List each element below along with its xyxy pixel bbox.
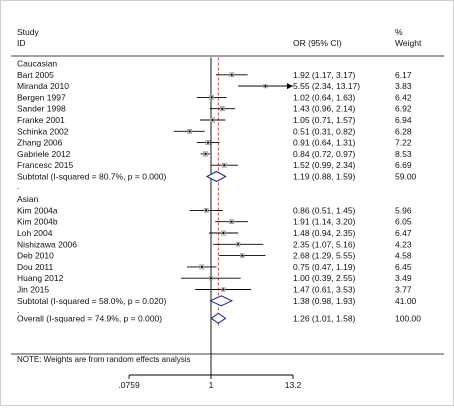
point-estimate	[222, 231, 225, 235]
point-estimate	[230, 220, 233, 223]
point-estimate	[222, 288, 225, 291]
study-weight: 4.23	[395, 239, 412, 249]
study-weight: 6.94	[395, 115, 412, 125]
overall-weight: 100.00	[395, 313, 421, 323]
study-weight: 6.17	[395, 70, 412, 80]
study-label: Sander 1998	[17, 104, 66, 114]
study-weight: 5.96	[395, 205, 412, 215]
overall-diamond	[210, 312, 227, 324]
subtotal-weight: 59.00	[395, 172, 417, 182]
point-estimate	[237, 243, 240, 246]
spacer-dot: .	[17, 305, 19, 315]
study-label: Nishizawa 2006	[17, 239, 77, 249]
subtotal-or-ci: 1.19 (0.88, 1.59)	[293, 172, 356, 182]
study-or-ci: 1.91 (1.14, 3.20)	[293, 217, 356, 227]
point-estimate	[204, 152, 207, 155]
study-or-ci: 1.43 (0.96, 2.14)	[293, 104, 356, 114]
study-weight: 6.05	[395, 217, 412, 227]
spacer-dot: .	[17, 181, 19, 191]
study-weight: 6.45	[395, 262, 412, 272]
subtotal-diamond	[205, 170, 227, 183]
study-weight: 3.49	[395, 273, 412, 283]
subtotal-or-ci: 1.38 (0.98, 1.93)	[293, 296, 356, 306]
point-estimate	[210, 96, 213, 99]
study-or-ci: 1.47 (0.61, 3.53)	[293, 285, 356, 295]
point-estimate	[188, 130, 191, 133]
study-label: Dou 2011	[17, 262, 54, 272]
point-estimate	[230, 73, 233, 76]
study-label: Schinka 2002	[17, 126, 69, 136]
study-label: Zhang 2006	[17, 138, 63, 148]
study-or-ci: 0.75 (0.47, 1.19)	[293, 262, 356, 272]
x-tick-label: 1	[209, 380, 214, 390]
study-or-ci: 1.05 (0.71, 1.57)	[293, 115, 356, 125]
point-estimate	[223, 164, 226, 167]
study-or-ci: 1.52 (0.99, 2.34)	[293, 160, 356, 170]
study-weight: 6.92	[395, 104, 412, 114]
study-or-ci: 0.86 (0.51, 1.45)	[293, 205, 356, 215]
study-label: Franke 2001	[17, 115, 65, 125]
study-label: Kim 2004b	[17, 217, 58, 227]
point-estimate	[206, 141, 210, 144]
study-weight: 8.53	[395, 149, 412, 159]
study-label: Deb 2010	[17, 251, 54, 261]
header-percent: %	[395, 27, 403, 37]
subtotal-diamond	[209, 295, 234, 307]
study-weight: 6.28	[395, 126, 412, 136]
study-or-ci: 1.48 (0.94, 2.35)	[293, 228, 356, 238]
study-or-ci: 1.02 (0.64, 1.63)	[293, 92, 356, 102]
study-weight: 3.77	[395, 285, 412, 295]
study-weight: 7.22	[395, 138, 412, 148]
subtotal-weight: 41.00	[395, 296, 417, 306]
study-or-ci: 0.84 (0.72, 0.97)	[293, 149, 356, 159]
point-estimate	[211, 118, 214, 122]
study-or-ci: 2.68 (1.29, 5.55)	[293, 251, 356, 261]
header-weight: Weight	[395, 38, 422, 48]
header-or-ci: OR (95% CI)	[293, 38, 342, 48]
point-estimate	[264, 85, 267, 88]
point-estimate	[200, 265, 203, 268]
header-id: ID	[17, 38, 26, 48]
point-estimate	[241, 254, 244, 257]
subgroup-label: Asian	[17, 194, 39, 204]
overall-or-ci: 1.26 (1.01, 1.58)	[293, 313, 356, 323]
study-or-ci: 1.00 (0.39, 2.55)	[293, 273, 356, 283]
study-label: Jin 2015	[17, 285, 49, 295]
weights-note: NOTE: Weights are from random effects an…	[17, 355, 191, 364]
subtotal-label: Subtotal (I-squared = 80.7%, p = 0.000)	[17, 172, 166, 182]
point-estimate	[221, 107, 224, 110]
study-or-ci: 0.91 (0.64, 1.31)	[293, 138, 356, 148]
study-weight: 6.69	[395, 160, 412, 170]
study-label: Kim 2004a	[17, 205, 58, 215]
study-label: Bart 2005	[17, 70, 54, 80]
study-weight: 6.42	[395, 92, 412, 102]
study-or-ci: 1.92 (1.17, 3.17)	[293, 70, 356, 80]
subgroup-label: Caucasian	[17, 59, 57, 69]
study-weight: 6.47	[395, 228, 412, 238]
x-tick-label: 13.2	[285, 380, 302, 390]
study-label: Gabriele 2012	[17, 149, 71, 159]
x-tick-label: .0759	[118, 380, 140, 390]
header-study: Study	[17, 27, 39, 37]
study-or-ci: 5.55 (2.34, 13.17)	[293, 81, 360, 91]
point-estimate	[205, 209, 208, 212]
study-or-ci: 2.35 (1.07, 5.16)	[293, 239, 356, 249]
study-or-ci: 0.51 (0.31, 0.82)	[293, 126, 356, 136]
point-estimate	[209, 277, 213, 280]
study-label: Loh 2004	[17, 228, 53, 238]
study-label: Huang 2012	[17, 273, 64, 283]
ci-arrow	[286, 83, 293, 90]
study-weight: 3.83	[395, 81, 412, 91]
overall-label: Overall (I-squared = 74.9%, p = 0.000)	[17, 313, 162, 323]
subtotal-label: Subtotal (I-squared = 58.0%, p = 0.020)	[17, 296, 166, 306]
study-label: Miranda 2010	[17, 81, 69, 91]
study-label: Bergen 1997	[17, 92, 66, 102]
x-axis: .0759 1 13.2	[118, 374, 302, 390]
study-weight: 4.58	[395, 251, 412, 261]
study-label: Francesc 2015	[17, 160, 73, 170]
